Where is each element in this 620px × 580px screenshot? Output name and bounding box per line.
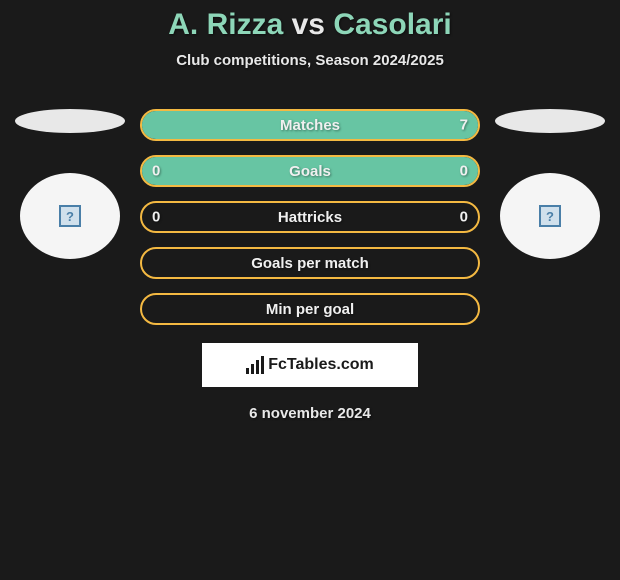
placeholder-icon: ?: [59, 205, 81, 227]
logo: FcTables.com: [246, 356, 374, 374]
stat-bar: Matches 7: [140, 109, 480, 141]
stat-label: Matches: [280, 117, 340, 134]
stat-left-value: 0: [152, 209, 160, 226]
stat-label: Goals per match: [251, 255, 369, 272]
placeholder-icon: ?: [539, 205, 561, 227]
stat-right-value: 0: [460, 209, 468, 226]
stat-bar: 0 Hattricks 0: [140, 201, 480, 233]
logo-label: FcTables.com: [268, 356, 374, 374]
comparison-widget: A. Rizza vs Casolari Club competitions, …: [0, 0, 620, 422]
stats-column: Matches 7 0 Goals 0 0 Hattricks 0 Goals per matc…: [140, 109, 480, 325]
left-player-col: ?: [10, 109, 130, 259]
stat-bar: Min per goal: [140, 293, 480, 325]
main-row: ? Matches 7 0 Goals 0 0 Hattricks 0 Goals per ma…: [0, 109, 620, 325]
bar-fill-right: [310, 157, 478, 185]
bar-fill-left: [142, 157, 310, 185]
stat-bar: Goals per match: [140, 247, 480, 279]
player2-name: Casolari: [333, 8, 451, 41]
right-ellipse: [495, 109, 605, 133]
right-avatar: ?: [500, 173, 600, 259]
stat-label: Min per goal: [266, 301, 354, 318]
right-player-col: ?: [490, 109, 610, 259]
left-avatar: ?: [20, 173, 120, 259]
page-title: A. Rizza vs Casolari: [0, 8, 620, 42]
left-ellipse: [15, 109, 125, 133]
stat-right-value: 7: [460, 117, 468, 134]
player1-name: A. Rizza: [168, 8, 283, 41]
stat-left-value: 0: [152, 163, 160, 180]
chart-icon: [246, 356, 264, 374]
stat-label: Goals: [289, 163, 331, 180]
stat-bar: 0 Goals 0: [140, 155, 480, 187]
stat-right-value: 0: [460, 163, 468, 180]
logo-box[interactable]: FcTables.com: [202, 343, 418, 387]
date-label: 6 november 2024: [0, 405, 620, 422]
subtitle: Club competitions, Season 2024/2025: [0, 52, 620, 69]
stat-label: Hattricks: [278, 209, 342, 226]
vs-text: vs: [292, 8, 325, 41]
